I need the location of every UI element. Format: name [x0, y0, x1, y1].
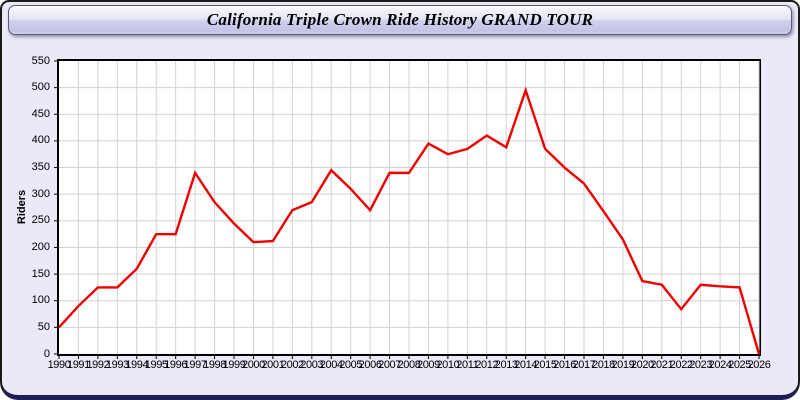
y-tick-label: 400 — [31, 134, 50, 147]
x-tick-label: 1994 — [125, 359, 149, 371]
x-tick-label: 1993 — [105, 359, 129, 371]
x-tick-label: 2014 — [514, 359, 538, 371]
x-tick-label: 2025 — [728, 359, 751, 371]
x-tick-label: 1995 — [144, 359, 168, 371]
y-tick-label: 0 — [43, 347, 50, 360]
x-tick-label: 2009 — [417, 359, 440, 371]
x-tick-label: 2001 — [261, 359, 285, 371]
x-tick-label: 2026 — [747, 359, 771, 371]
y-tick-label: 250 — [31, 214, 50, 227]
x-tick-label: 2020 — [630, 359, 654, 371]
x-tick-label: 2012 — [475, 359, 499, 371]
chart-area: Riders 0 50 100 150 200 250 300 350 400 450 500 550… — [2, 2, 798, 395]
y-axis-tick-labels: 0 50 100 150 200 250 300 350 400 450 500 550 — [6, 55, 50, 360]
riders-line-series — [58, 86, 761, 355]
x-tick-label: 1997 — [183, 359, 207, 371]
x-tick-label: 2006 — [358, 359, 382, 371]
y-tick-label: 500 — [31, 81, 50, 94]
x-tick-label: 2016 — [553, 359, 576, 371]
y-tick-label: 450 — [31, 107, 50, 120]
x-tick-label: 2021 — [650, 359, 674, 371]
window-title-bar: California Triple Crown Ride History GRA… — [8, 5, 792, 35]
line-chart-svg — [54, 60, 761, 359]
x-tick-label: 2017 — [572, 359, 596, 371]
x-tick-label: 2011 — [456, 359, 479, 371]
x-tick-label: 1992 — [86, 359, 110, 371]
x-tick-label: 2005 — [339, 359, 363, 371]
y-tick-label: 550 — [31, 54, 50, 67]
x-tick-label: 2004 — [319, 359, 343, 371]
y-tick-label: 350 — [31, 161, 50, 174]
x-tick-label: 1996 — [164, 359, 188, 371]
page-title: California Triple Crown Ride History GRA… — [206, 10, 594, 29]
x-tick-label: 2024 — [708, 359, 732, 371]
x-tick-label: 1999 — [222, 359, 246, 371]
y-tick-label: 150 — [31, 267, 50, 280]
y-tick-label: 50 — [37, 320, 50, 333]
x-tick-label: 1998 — [203, 359, 226, 371]
x-tick-label: 2019 — [611, 359, 635, 371]
x-tick-label: 2018 — [592, 359, 615, 371]
y-tick-label: 200 — [31, 240, 50, 253]
y-tick-label: 300 — [31, 187, 50, 200]
x-tick-label: 2003 — [300, 359, 324, 371]
x-tick-label: 2000 — [242, 359, 265, 371]
x-tick-label: 2023 — [689, 359, 713, 371]
x-tick-label: 2007 — [378, 359, 401, 371]
x-tick-label: 2013 — [494, 359, 518, 371]
x-tick-label: 1991 — [67, 359, 90, 371]
x-tick-label: 2002 — [280, 359, 304, 371]
y-tick-label: 100 — [31, 294, 50, 307]
x-tick-label: 2010 — [436, 359, 460, 371]
x-tick-label: 2015 — [533, 359, 557, 371]
x-axis-tick-labels: 1990 1991 1992 1993 1994 1995 1996 1997 1998 1999… — [48, 359, 771, 373]
x-tick-label: 1990 — [47, 359, 71, 371]
plot-area — [54, 59, 761, 359]
x-tick-label: 2022 — [669, 359, 693, 371]
x-tick-label: 2008 — [397, 359, 421, 371]
